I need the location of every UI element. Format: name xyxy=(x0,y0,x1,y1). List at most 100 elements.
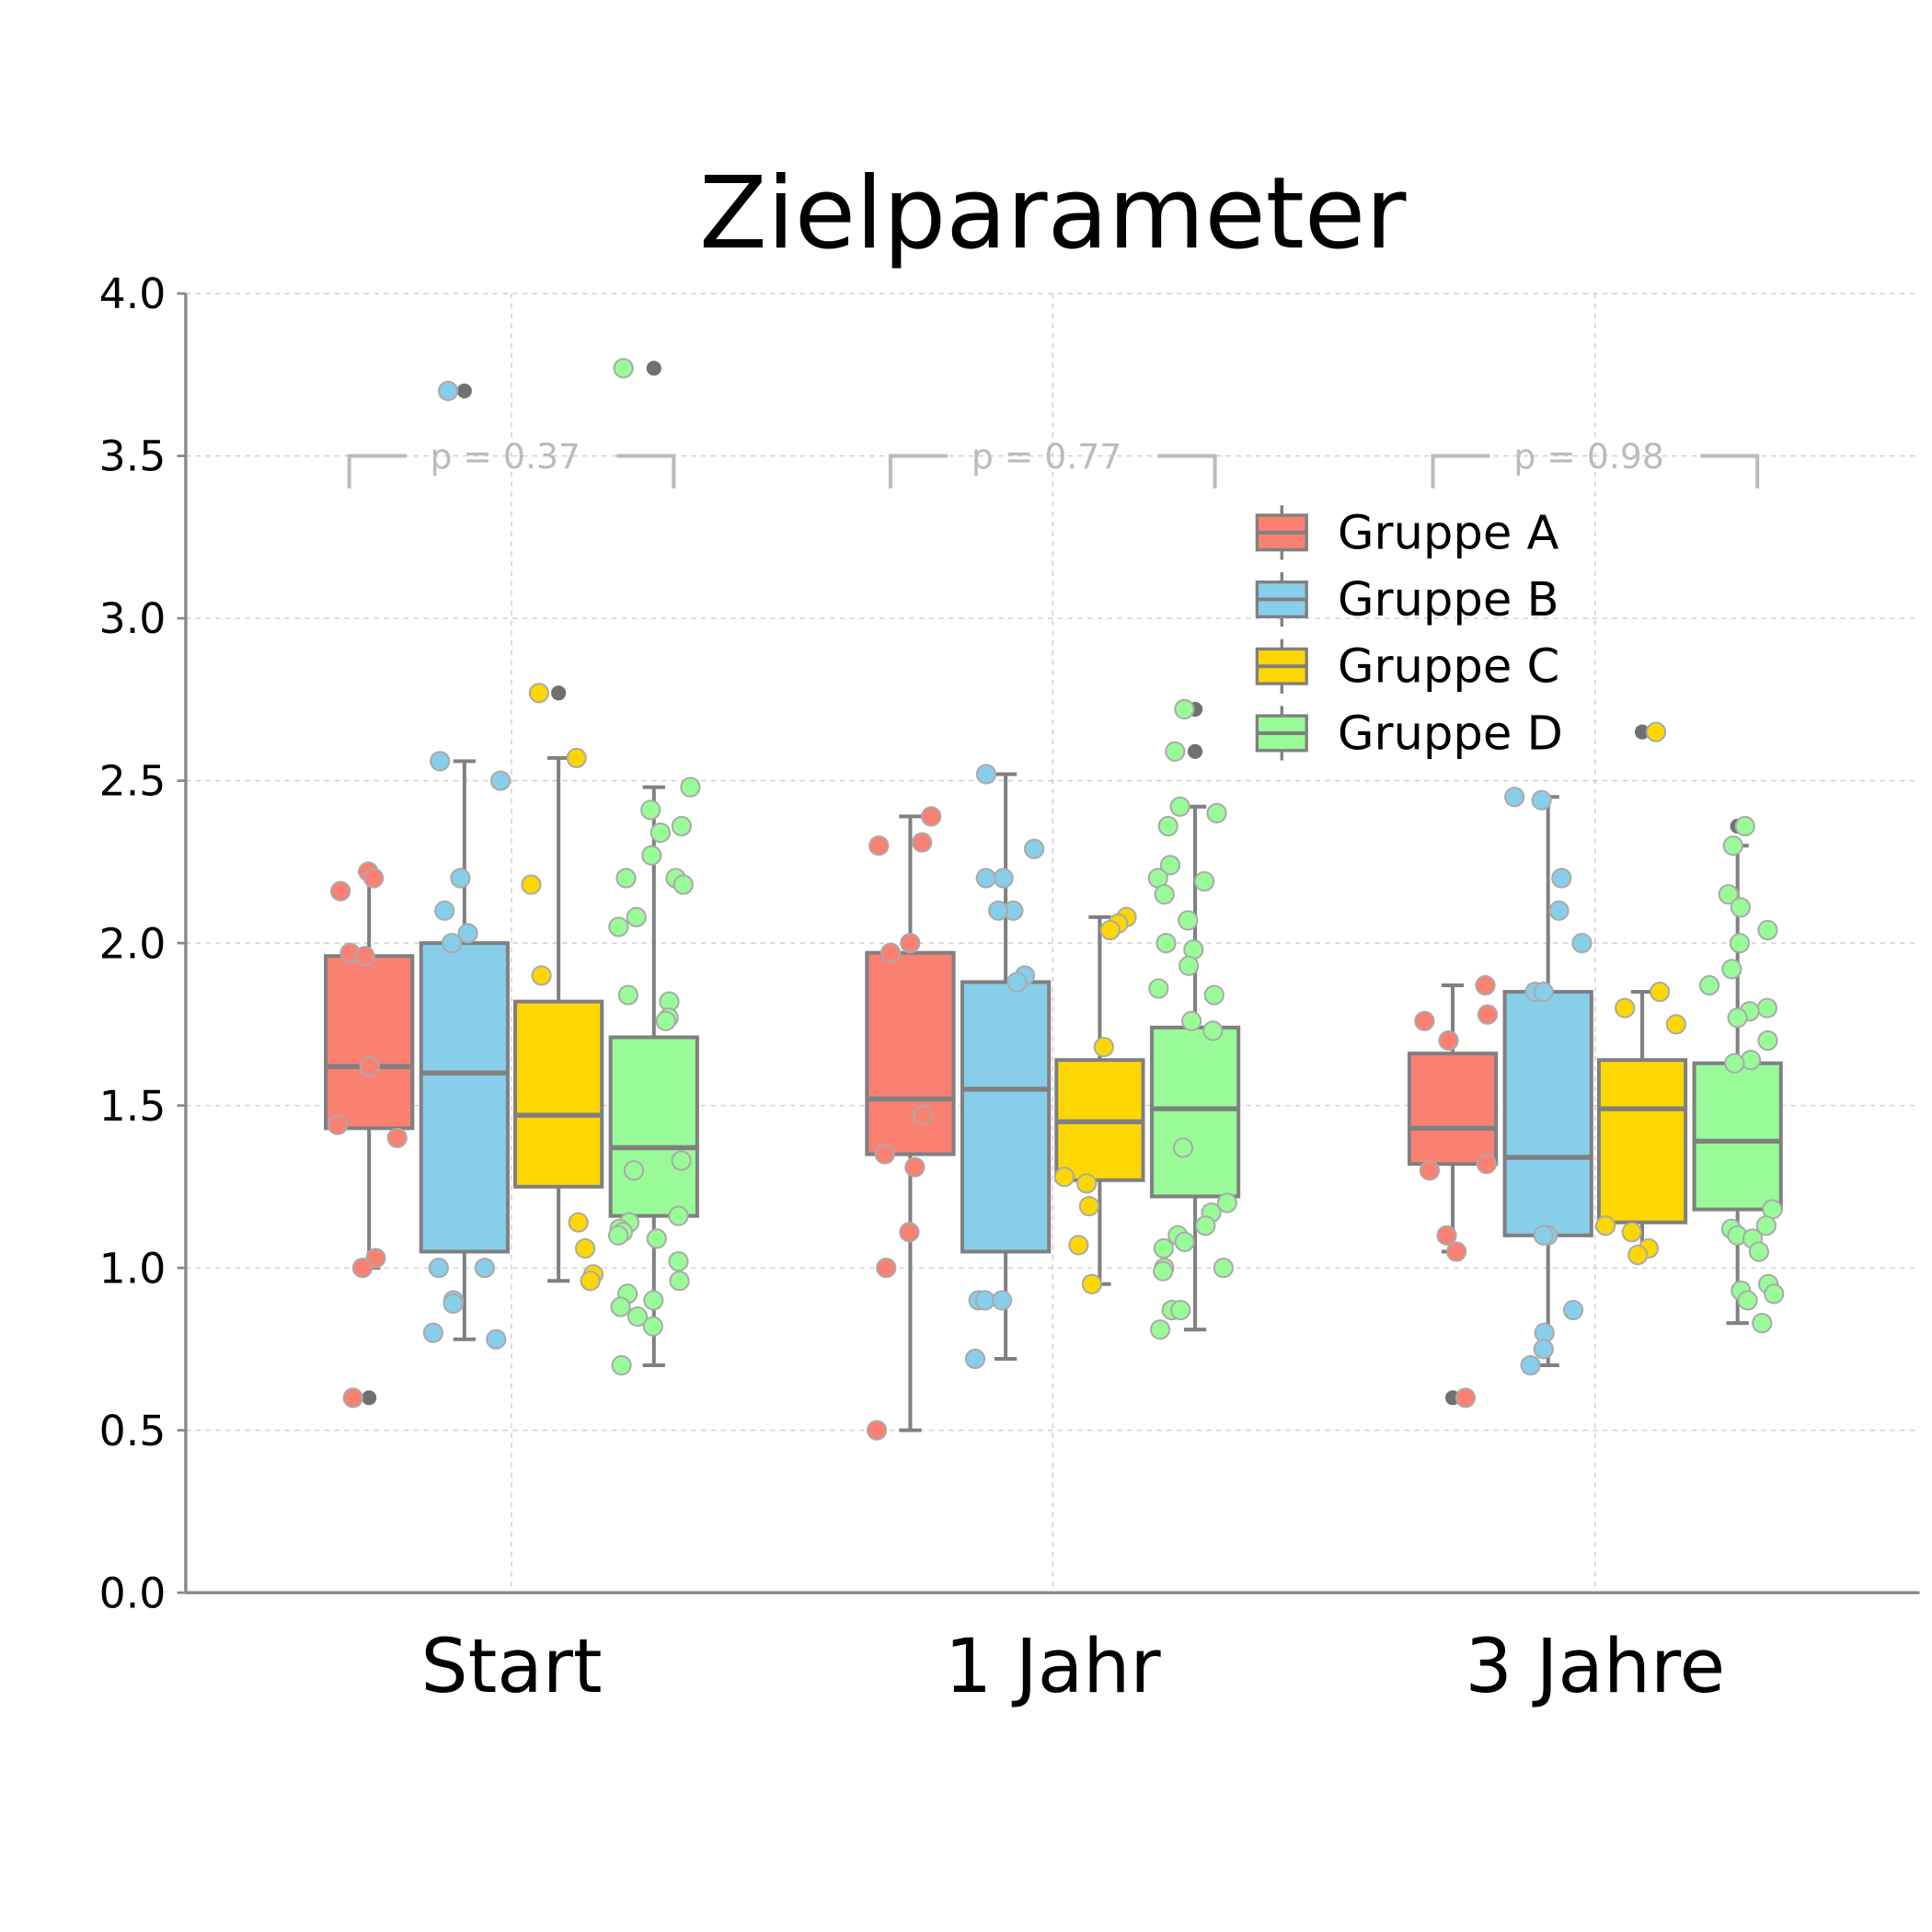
p-value-bracket: p = 0.98 xyxy=(1431,436,1760,489)
data-point xyxy=(1174,1231,1195,1252)
data-point xyxy=(671,815,692,837)
data-point xyxy=(329,880,351,902)
bracket-right xyxy=(1700,454,1760,489)
data-point xyxy=(486,1328,507,1350)
data-point xyxy=(1698,974,1720,996)
data-point xyxy=(611,1354,632,1376)
outlier-point xyxy=(456,383,472,399)
data-point xyxy=(874,1144,895,1165)
data-point xyxy=(580,1271,601,1292)
data-point xyxy=(1650,981,1671,1003)
data-point xyxy=(641,845,662,866)
box-gruppe-a xyxy=(865,806,956,1441)
p-value-bracket: p = 0.37 xyxy=(347,436,676,489)
data-point xyxy=(1436,1225,1457,1246)
legend-label: Gruppe D xyxy=(1338,707,1563,761)
data-point xyxy=(1078,1195,1099,1217)
data-point xyxy=(1165,741,1186,762)
data-point xyxy=(1202,1020,1224,1041)
outlier-point xyxy=(1634,724,1650,740)
data-point xyxy=(617,984,638,1006)
outlier-point xyxy=(362,1390,377,1406)
data-point xyxy=(1438,1029,1459,1052)
data-point xyxy=(613,358,634,379)
data-point xyxy=(1099,919,1121,941)
y-tick-label: 0.0 xyxy=(99,1569,167,1617)
data-point xyxy=(1476,1154,1497,1175)
data-point xyxy=(1475,974,1496,996)
data-point xyxy=(1531,789,1552,811)
data-point xyxy=(1178,910,1199,931)
data-point xyxy=(1153,1237,1174,1259)
data-point xyxy=(1533,1225,1554,1246)
box-gruppe-c xyxy=(512,683,604,1292)
outlier-point xyxy=(551,685,567,701)
data-point xyxy=(607,1225,629,1246)
data-point xyxy=(640,799,661,821)
data-point xyxy=(1159,855,1181,876)
legend-item: Gruppe C xyxy=(1255,638,1559,695)
data-point xyxy=(1076,1173,1098,1194)
data-point xyxy=(1755,1215,1777,1236)
data-point xyxy=(521,874,542,895)
box xyxy=(1149,1025,1241,1199)
legend-item: Gruppe A xyxy=(1255,505,1559,560)
box-gruppe-b xyxy=(960,764,1052,1370)
data-point xyxy=(1203,984,1225,1006)
y-tick-label: 3.0 xyxy=(99,594,167,643)
data-point xyxy=(912,832,933,853)
data-point xyxy=(574,1237,596,1259)
data-point xyxy=(1627,1244,1649,1266)
box-gruppe-a xyxy=(1407,974,1499,1409)
bracket-left xyxy=(347,454,407,489)
data-point xyxy=(1068,1235,1089,1256)
data-point xyxy=(1734,815,1755,837)
data-point xyxy=(1156,932,1177,954)
data-point xyxy=(1737,1290,1758,1311)
data-point xyxy=(1615,997,1636,1018)
data-point xyxy=(1169,796,1190,817)
legend-label: Gruppe B xyxy=(1338,573,1559,627)
data-point xyxy=(1727,1007,1748,1029)
data-point xyxy=(566,747,587,768)
y-tick-label: 0.5 xyxy=(99,1407,167,1455)
y-tick-label: 1.5 xyxy=(99,1082,167,1131)
data-point xyxy=(489,770,512,791)
data-point xyxy=(443,1293,464,1315)
data-point xyxy=(1148,978,1169,999)
x-tick-label: Start xyxy=(420,1624,602,1710)
data-point xyxy=(1533,981,1554,1003)
box-gruppe-d xyxy=(1147,698,1241,1340)
box-gruppe-c xyxy=(1595,721,1688,1266)
legend-item: Gruppe B xyxy=(1255,571,1559,627)
data-point xyxy=(442,932,463,954)
data-point xyxy=(1548,900,1570,921)
data-point xyxy=(1216,1192,1237,1213)
data-point xyxy=(642,1316,663,1337)
data-point xyxy=(1154,884,1175,905)
box-gruppe-d xyxy=(1692,815,1785,1334)
data-point xyxy=(437,380,459,402)
p-value-label: p = 0.37 xyxy=(431,436,581,477)
box xyxy=(419,941,510,1254)
data-point xyxy=(1455,1387,1477,1409)
data-point xyxy=(650,822,671,844)
data-point xyxy=(1520,1354,1541,1376)
p-value-label: p = 0.77 xyxy=(972,436,1121,477)
data-point xyxy=(626,906,647,927)
legend-label: Gruppe C xyxy=(1338,640,1559,695)
data-point xyxy=(359,1056,380,1077)
box xyxy=(512,999,604,1189)
data-point xyxy=(1023,838,1045,859)
y-tick-label: 1.0 xyxy=(99,1244,167,1293)
data-point xyxy=(1757,1029,1778,1052)
data-point xyxy=(1172,1137,1194,1158)
box xyxy=(960,980,1052,1254)
data-point xyxy=(975,868,996,889)
data-point xyxy=(1533,1339,1554,1360)
data-point xyxy=(1081,1273,1102,1294)
axes: 0.0 0.5 1.0 1.5 2.0 2.5 3.0 3.5 4.0 Start 1 Jahr 3 … xyxy=(99,270,1920,1710)
data-point xyxy=(386,1127,408,1149)
data-point xyxy=(1157,815,1179,837)
data-point xyxy=(1748,1241,1769,1262)
